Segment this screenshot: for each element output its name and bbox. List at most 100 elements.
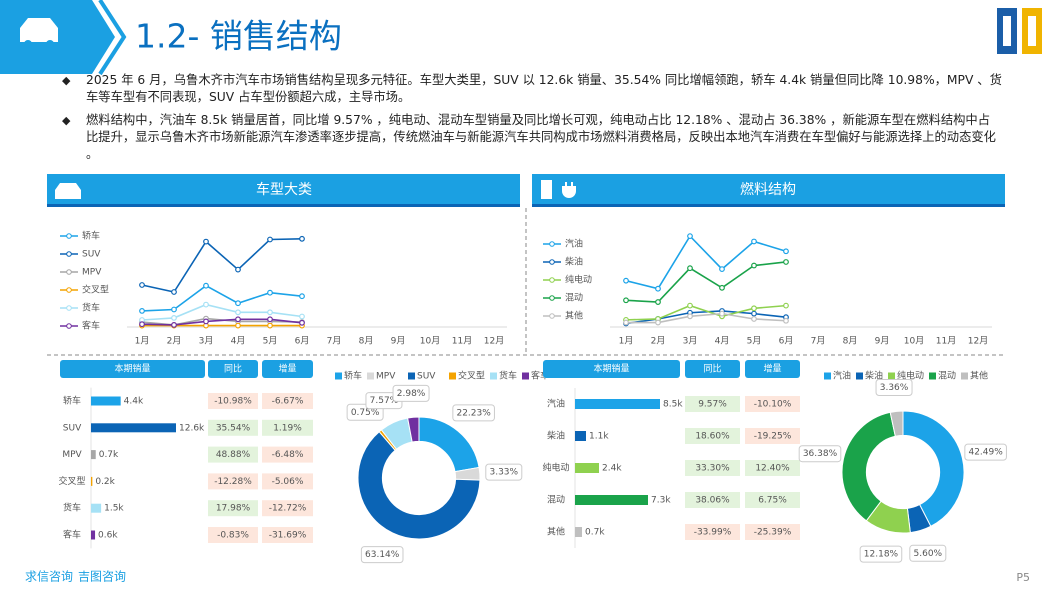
slice bbox=[889, 410, 904, 437]
cell-value: -5.06% bbox=[272, 477, 304, 487]
column-header-label: 同比 bbox=[703, 363, 721, 375]
cell bbox=[262, 446, 313, 463]
value-label: 0.7k bbox=[99, 450, 119, 460]
bar bbox=[91, 396, 121, 406]
cell-value: 48.88% bbox=[216, 450, 251, 460]
logo bbox=[997, 8, 1042, 54]
value-label: 12.6k bbox=[179, 423, 205, 433]
slice bbox=[407, 416, 420, 443]
slice-label: 12.18% bbox=[864, 550, 899, 560]
bar bbox=[575, 527, 582, 537]
point bbox=[203, 318, 209, 325]
value-label: 0.7k bbox=[585, 528, 605, 538]
legend-swatch bbox=[824, 372, 831, 380]
column-header bbox=[208, 360, 258, 378]
legend-marker bbox=[549, 277, 555, 283]
x-tick-label: 11月 bbox=[452, 336, 472, 347]
legend-marker bbox=[66, 233, 72, 239]
point bbox=[299, 235, 305, 242]
point bbox=[203, 238, 209, 245]
x-tick-label: 2月 bbox=[167, 336, 182, 347]
cell bbox=[262, 393, 313, 409]
cell bbox=[208, 500, 258, 517]
point bbox=[751, 316, 757, 322]
cell bbox=[208, 419, 258, 436]
legend-marker bbox=[549, 295, 555, 301]
legend-label: 纯电动 bbox=[565, 274, 592, 286]
column-header bbox=[60, 360, 205, 378]
point bbox=[783, 317, 789, 324]
legend-swatch bbox=[367, 372, 374, 380]
category-label: 客车 bbox=[63, 529, 81, 541]
slice bbox=[418, 416, 480, 473]
legend-label: 汽油 bbox=[565, 238, 583, 250]
column-header bbox=[262, 360, 313, 378]
label-box bbox=[964, 443, 1007, 461]
legend-label: 轿车 bbox=[344, 370, 362, 382]
point bbox=[267, 322, 273, 329]
value-label: 1.5k bbox=[104, 504, 124, 514]
cell bbox=[262, 473, 313, 490]
x-tick-label: 4月 bbox=[231, 336, 246, 347]
column-header bbox=[543, 360, 680, 378]
point bbox=[171, 322, 177, 328]
point bbox=[719, 284, 725, 291]
point bbox=[171, 315, 177, 321]
x-tick-label: 12月 bbox=[484, 336, 504, 347]
x-tick-label: 5月 bbox=[263, 336, 278, 347]
value-label: 7.3k bbox=[651, 496, 671, 506]
point bbox=[235, 309, 241, 316]
point bbox=[719, 266, 725, 272]
legend-marker bbox=[66, 323, 72, 329]
label-box bbox=[909, 544, 947, 562]
bar bbox=[91, 503, 102, 513]
cell-value: -0.83% bbox=[217, 531, 249, 541]
slice-label: 0.75% bbox=[351, 408, 380, 418]
category-label: 货车 bbox=[63, 502, 81, 514]
legend-label: 轿车 bbox=[82, 230, 100, 242]
series-line bbox=[625, 304, 787, 321]
series-line bbox=[141, 238, 303, 293]
point bbox=[751, 305, 757, 312]
header-chevron bbox=[98, 0, 127, 76]
category-label: 纯电动 bbox=[542, 462, 569, 474]
cell bbox=[262, 500, 313, 517]
x-tick-label: 3月 bbox=[199, 336, 214, 347]
brand: 求信咨询 bbox=[25, 569, 73, 584]
cell bbox=[745, 428, 800, 444]
x-tick-label: 6月 bbox=[779, 336, 794, 347]
cell-value: 38.06% bbox=[695, 496, 730, 506]
panel-header bbox=[47, 174, 520, 207]
legend-label: SUV bbox=[82, 250, 101, 260]
bullet: 燃料结构中，汽油车 8.5k 销量居首，同比增 9.57% ，纯电动、混动车型销… bbox=[62, 112, 1002, 163]
car-icon bbox=[55, 183, 81, 199]
label-box bbox=[859, 545, 903, 563]
point bbox=[783, 259, 789, 265]
cell-value: -6.67% bbox=[272, 397, 304, 407]
legend-label: 其他 bbox=[970, 370, 988, 382]
point bbox=[235, 266, 241, 273]
slice-label: 5.60% bbox=[914, 549, 943, 559]
cell bbox=[745, 460, 800, 476]
point bbox=[655, 319, 661, 326]
point bbox=[687, 313, 693, 320]
slice-label: 2.98% bbox=[397, 389, 426, 399]
title: 1.2- 销售结构 bbox=[135, 17, 342, 56]
cell-value: -10.10% bbox=[754, 400, 792, 410]
column-header-label: 增量 bbox=[278, 363, 296, 375]
bar bbox=[91, 423, 176, 433]
legend-label: MPV bbox=[376, 372, 396, 382]
cell bbox=[685, 460, 740, 476]
legend-label: 交叉型 bbox=[458, 370, 485, 382]
slice-label: 36.38% bbox=[803, 449, 838, 459]
bar bbox=[91, 476, 93, 486]
label-box bbox=[875, 378, 913, 396]
label-box bbox=[798, 445, 842, 463]
point bbox=[139, 321, 145, 328]
cell bbox=[262, 419, 313, 436]
bar bbox=[575, 495, 648, 505]
legend-swatch bbox=[335, 372, 342, 380]
cell-value: -6.48% bbox=[272, 450, 304, 460]
bar bbox=[575, 399, 660, 409]
